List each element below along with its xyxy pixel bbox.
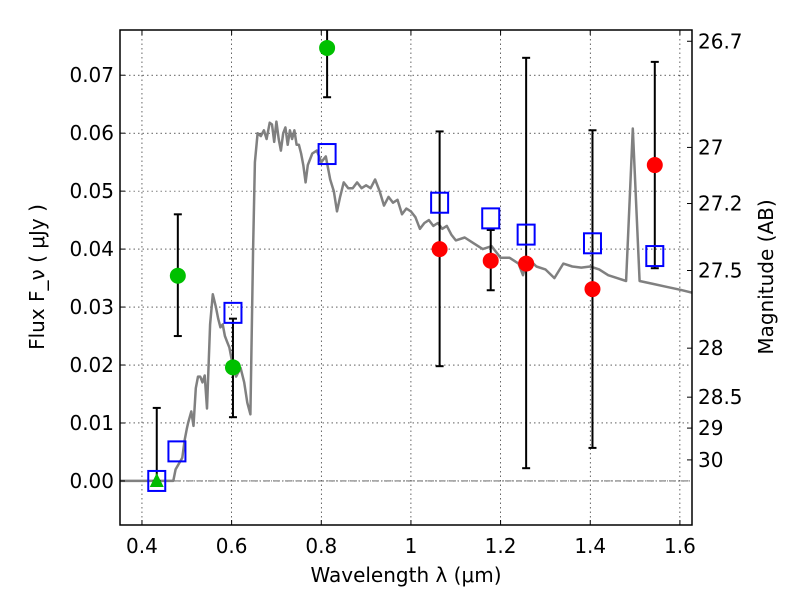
y-tick-label: 0.01 bbox=[69, 411, 114, 435]
x-axis-label: Wavelength λ (μm) bbox=[310, 563, 501, 587]
right-tick-labels: 26.7 27 27.2 27.5 28 28.5 29 30 bbox=[698, 29, 743, 472]
data-point bbox=[319, 39, 336, 56]
x-tick-label: 0.8 bbox=[305, 534, 337, 558]
data-point bbox=[169, 267, 186, 284]
right-tick-label: 27.2 bbox=[698, 192, 743, 216]
y-tick-label: 0.05 bbox=[69, 179, 114, 203]
axes-frame bbox=[119, 29, 693, 526]
right-tick-label: 28 bbox=[698, 336, 723, 360]
model-flux-square bbox=[481, 207, 501, 230]
model-flux-square bbox=[430, 191, 450, 214]
y-tick-label: 0.07 bbox=[69, 63, 114, 87]
right-axis-label: Magnitude (AB) bbox=[754, 199, 778, 354]
axis-ticks bbox=[120, 30, 692, 525]
y-tick-labels: 0.00 0.01 0.02 0.03 0.04 0.05 0.06 0.07 bbox=[69, 63, 114, 493]
model-flux-square bbox=[516, 223, 536, 246]
x-tick-label: 1.2 bbox=[485, 534, 517, 558]
model-flux-square bbox=[582, 232, 602, 255]
model-flux-square bbox=[317, 143, 337, 166]
x-tick-label: 0.6 bbox=[216, 534, 248, 558]
y-tick-label: 0.06 bbox=[69, 121, 114, 145]
plot-content bbox=[120, 30, 692, 492]
data-point bbox=[431, 241, 448, 258]
x-tick-label: 1 bbox=[405, 534, 418, 558]
model-flux-square bbox=[147, 469, 167, 492]
right-tick-label: 29 bbox=[698, 416, 723, 440]
right-tick-label: 26.7 bbox=[698, 29, 743, 53]
data-point bbox=[646, 157, 663, 174]
y-axis-label: Flux F_ν ( μJy ) bbox=[25, 204, 49, 350]
y-tick-label: 0.02 bbox=[69, 353, 114, 377]
right-tick-label: 27 bbox=[698, 135, 723, 159]
data-point bbox=[224, 359, 241, 376]
plot-area bbox=[120, 30, 692, 492]
y-tick-label: 0.04 bbox=[69, 237, 114, 261]
right-tick-label: 27.5 bbox=[698, 258, 743, 282]
model-flux-square bbox=[167, 440, 187, 463]
y-tick-label: 0.03 bbox=[69, 295, 114, 319]
x-tick-label: 0.4 bbox=[126, 534, 158, 558]
x-tick-label: 1.4 bbox=[574, 534, 606, 558]
data-point bbox=[482, 252, 499, 269]
y-tick-label: 0.00 bbox=[69, 469, 114, 493]
data-point bbox=[518, 255, 535, 272]
data-point bbox=[584, 281, 601, 298]
x-tick-labels: 0.4 0.6 0.8 1 1.2 1.4 1.6 bbox=[126, 534, 696, 558]
model-flux-square bbox=[223, 301, 243, 324]
right-tick-label: 28.5 bbox=[698, 385, 743, 409]
right-tick-label: 30 bbox=[698, 448, 723, 472]
x-tick-label: 1.6 bbox=[664, 534, 696, 558]
upper-limit-marker bbox=[149, 472, 164, 487]
model-flux-square bbox=[645, 245, 665, 268]
